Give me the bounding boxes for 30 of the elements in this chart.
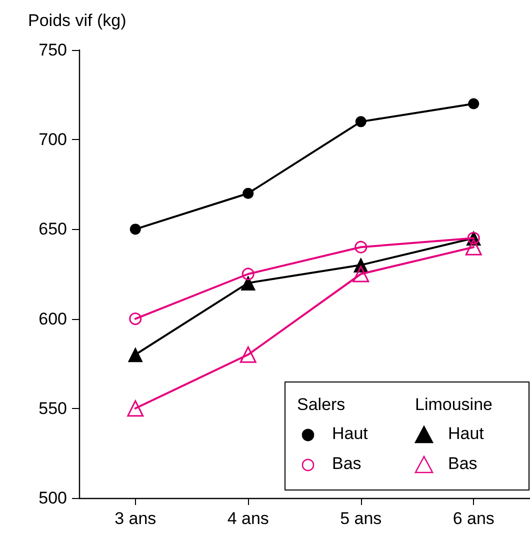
point	[240, 275, 256, 290]
point	[355, 116, 366, 128]
y-tick-label: 700	[38, 130, 67, 150]
annotation: Limousine	[415, 395, 492, 414]
point	[127, 400, 144, 417]
legend-label: Haut	[332, 424, 368, 443]
point	[130, 224, 141, 235]
annotation: Salers	[297, 395, 346, 414]
point	[465, 238, 482, 256]
legend-label: Haut	[448, 424, 484, 443]
x-tick-label: 3 ans	[114, 509, 156, 528]
y-axis-title: Poids vif (kg)	[28, 11, 126, 30]
y-tick-label: 650	[38, 220, 67, 239]
x-tick-label: 6 ans	[452, 509, 494, 528]
point	[242, 188, 254, 199]
point	[128, 347, 143, 362]
y-tick-label: 600	[38, 309, 67, 328]
x-tick-label: 5 ans	[340, 509, 382, 528]
legend-label: Bas	[448, 454, 478, 473]
y-tick-label: 750	[38, 40, 67, 60]
point	[242, 268, 254, 280]
point	[240, 346, 256, 363]
point	[129, 312, 142, 326]
y-tick-label: 550	[38, 398, 67, 418]
legend-label: Bas	[332, 454, 362, 473]
point	[468, 98, 480, 110]
point	[352, 266, 370, 282]
point	[354, 240, 368, 254]
x-tick-label: 4 ans	[227, 509, 269, 528]
y-tick-label: 500	[38, 488, 67, 508]
